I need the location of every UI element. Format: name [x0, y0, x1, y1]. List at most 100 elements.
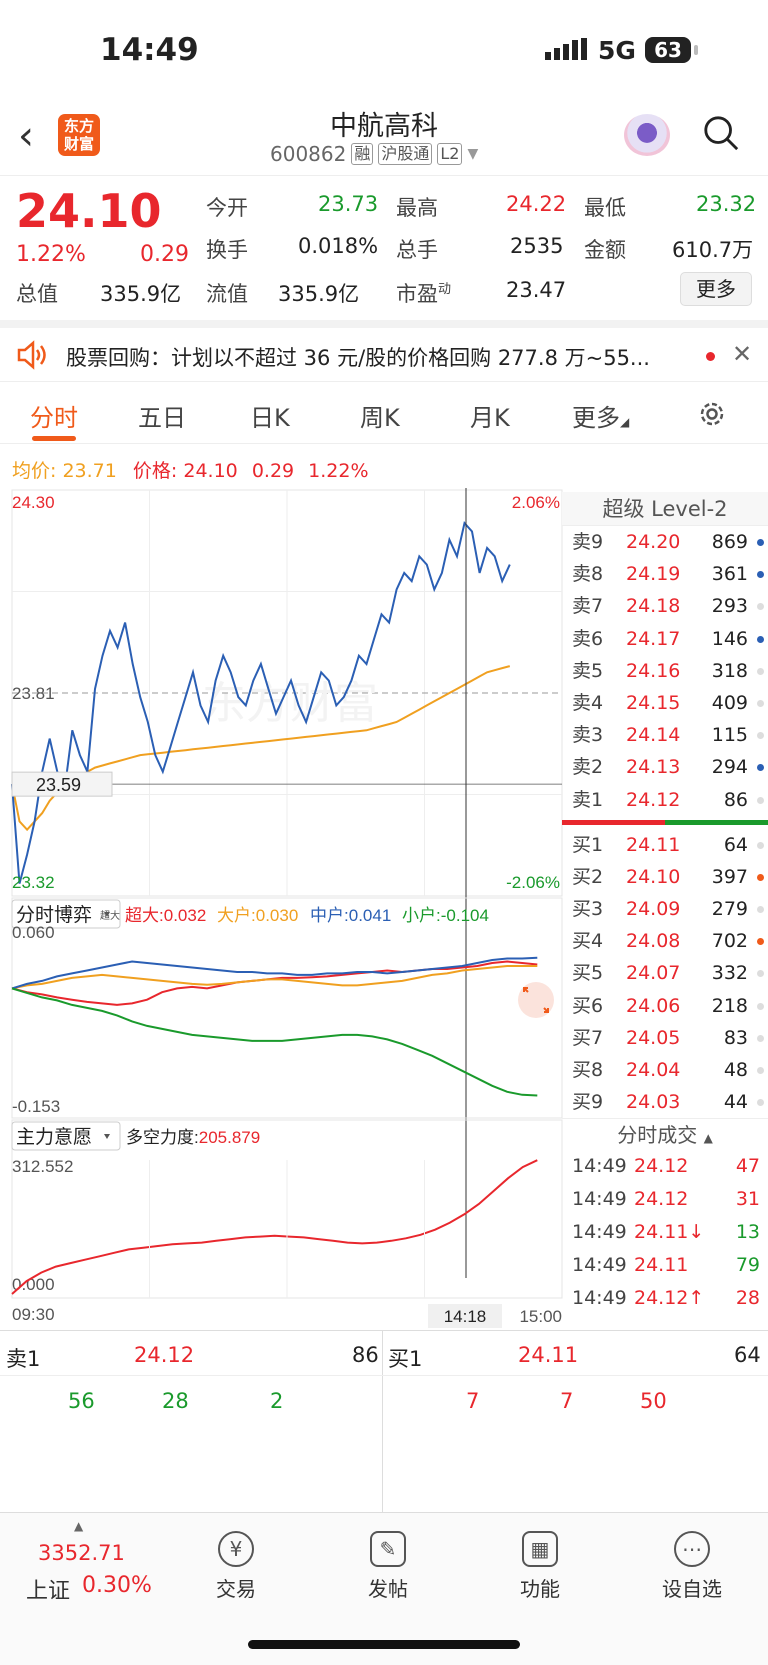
assistant-avatar[interactable]	[624, 114, 670, 156]
notice-bar[interactable]: 股票回购：计划以不超过 36 元/股的价格回购 277.8 万~55... ✕	[0, 320, 768, 382]
index-percent[interactable]: 0.30%	[82, 1573, 152, 1598]
low-label: 最低	[584, 196, 626, 220]
index-value[interactable]: 3352.71	[38, 1541, 125, 1565]
ask1-label: 卖1	[6, 1347, 41, 1371]
close-icon[interactable]: ✕	[732, 340, 753, 368]
queue-line	[0, 1375, 768, 1376]
bid-row[interactable]: 买8 24.04 48	[562, 1054, 768, 1086]
indicator2-select	[11, 1121, 121, 1151]
stock-code-row[interactable]: 600862 融 沪股通 L2 ▼	[270, 142, 478, 166]
gear-icon[interactable]	[696, 398, 728, 430]
trade-volume: 79	[735, 1254, 760, 1277]
crosshair-price: 23.59	[36, 775, 81, 795]
bid-list: 买1 24.11 64 买2 24.10 397 买3 24.09 279 买4…	[562, 829, 768, 1119]
level-price: 24.06	[626, 994, 681, 1017]
edit-icon: ✎	[370, 1531, 406, 1567]
ask-queue-item: 28	[162, 1389, 189, 1413]
float-cap-value: 335.9亿	[278, 282, 360, 306]
trade-time: 14:49	[572, 1221, 627, 1244]
stock-header: ‹ 东方财富 中航高科 600862 融 沪股通 L2 ▼	[0, 100, 768, 176]
volume-label: 总手	[396, 238, 438, 262]
level-volume: 115	[711, 724, 748, 747]
tab-month-k[interactable]: 月K	[470, 404, 510, 432]
search-icon[interactable]	[702, 114, 740, 152]
stock-code: 600862	[270, 142, 347, 166]
trade-volume: 28	[735, 1287, 760, 1310]
index-name[interactable]: 上证	[26, 1579, 71, 1604]
trade-volume: 47	[735, 1155, 760, 1178]
ask-row[interactable]: 卖3 24.14 115	[562, 719, 768, 751]
ask-row[interactable]: 卖6 24.17 146	[562, 623, 768, 655]
bid-queue-item: 50	[640, 1389, 667, 1413]
intraday-chart[interactable]: 东方财富 23.59 24.30 23.81 23.32 2.06% -2.06% 分时博弈…	[0, 488, 768, 1328]
trade-row: 14:49 24.12 31	[562, 1183, 768, 1216]
sub-frame	[11, 897, 563, 1119]
chevron-down-icon	[104, 1134, 110, 1139]
indicator-select	[11, 899, 121, 929]
level-dot	[757, 873, 764, 881]
ask-row[interactable]: 卖9 24.20 869	[562, 526, 768, 558]
capital-flow-chart: 分时博弈 超大 超大:0.032 大户:0.030 中户:0.041 小户:-0.104 0…	[11, 897, 563, 1119]
ask-row[interactable]: 卖4 24.15 409	[562, 687, 768, 719]
level-price: 24.20	[626, 531, 681, 553]
level-label: 买7	[572, 1026, 604, 1049]
bid1-vol: 64	[734, 1343, 761, 1367]
nav-functions[interactable]: ▦ 功能	[490, 1531, 590, 1602]
level-dot	[757, 571, 764, 579]
level-volume: 361	[711, 563, 748, 586]
ask-row[interactable]: 卖8 24.19 361	[562, 558, 768, 590]
bid-row[interactable]: 买7 24.05 83	[562, 1022, 768, 1054]
tab-more[interactable]: 更多◢	[572, 404, 630, 432]
nav-add-watchlist[interactable]: ⋯ 设自选	[642, 1531, 742, 1602]
ask-row[interactable]: 卖2 24.13 294	[562, 751, 768, 783]
bid-row[interactable]: 买9 24.03 44	[562, 1086, 768, 1118]
back-icon[interactable]: ‹	[18, 113, 34, 159]
bid-queue-item: 7	[466, 1389, 480, 1413]
level-label: 买1	[572, 833, 604, 856]
trade-volume: 13	[735, 1221, 760, 1244]
nav-post[interactable]: ✎ 发帖	[338, 1531, 438, 1602]
flow-line-2	[11, 956, 538, 990]
bid-row[interactable]: 买1 24.11 64	[562, 829, 768, 861]
tab-five-day[interactable]: 五日	[138, 404, 186, 432]
signal-icon	[545, 38, 587, 60]
level-price: 24.15	[626, 691, 681, 714]
level-dot	[757, 699, 764, 707]
trade-price: 24.11↓	[634, 1221, 705, 1244]
tab-day-k[interactable]: 日K	[250, 404, 290, 432]
battery-tip	[694, 45, 698, 55]
trades-title[interactable]: 分时成交 ▲	[562, 1118, 768, 1150]
trade-price: 24.12↑	[634, 1287, 705, 1310]
level-price: 24.10	[626, 865, 681, 888]
ask-row[interactable]: 卖5 24.16 318	[562, 655, 768, 687]
tab-intraday[interactable]: 分时	[30, 404, 78, 432]
expand-arrows-icon	[523, 987, 549, 1013]
volume-value: 2535	[510, 234, 564, 258]
level-label: 买9	[572, 1091, 604, 1114]
bid1-price: 24.11	[518, 1343, 579, 1367]
level-label: 买8	[572, 1059, 604, 1081]
ask-row[interactable]: 卖7 24.18 293	[562, 590, 768, 622]
ask-row[interactable]: 卖1 24.12 86	[562, 784, 768, 816]
bid-row[interactable]: 买2 24.10 397	[562, 861, 768, 893]
level2-title[interactable]: 超级 Level-2	[562, 492, 768, 526]
level-price: 24.09	[626, 898, 681, 921]
level-price: 24.03	[626, 1091, 681, 1114]
bid-row[interactable]: 买6 24.06 218	[562, 990, 768, 1022]
flow-line-1	[11, 965, 538, 990]
legend-item: 超大:0.032	[125, 906, 206, 925]
bid-row[interactable]: 买5 24.07 332	[562, 957, 768, 989]
more-button[interactable]: 更多	[680, 272, 752, 306]
main-force-chart: 主力意愿 多空力度:205.879 312.552 0.000 09:30 14:18 15…	[11, 1119, 563, 1328]
nav-trade[interactable]: ¥ 交易	[186, 1531, 286, 1602]
level-dot	[757, 1067, 764, 1074]
price-info-line: 均价: 23.71 价格: 24.10 0.29 1.22%	[12, 460, 369, 482]
level-price: 24.19	[626, 563, 681, 586]
level-label: 买3	[572, 898, 604, 921]
bid-row[interactable]: 买4 24.08 702	[562, 925, 768, 957]
chevron-down-icon	[104, 912, 110, 917]
tab-week-k[interactable]: 周K	[360, 404, 400, 432]
price-chart: 东方财富 23.59 24.30 23.81 23.32 2.06% -2.06%	[11, 488, 563, 1278]
level-price: 24.16	[626, 659, 681, 682]
bid-row[interactable]: 买3 24.09 279	[562, 893, 768, 925]
